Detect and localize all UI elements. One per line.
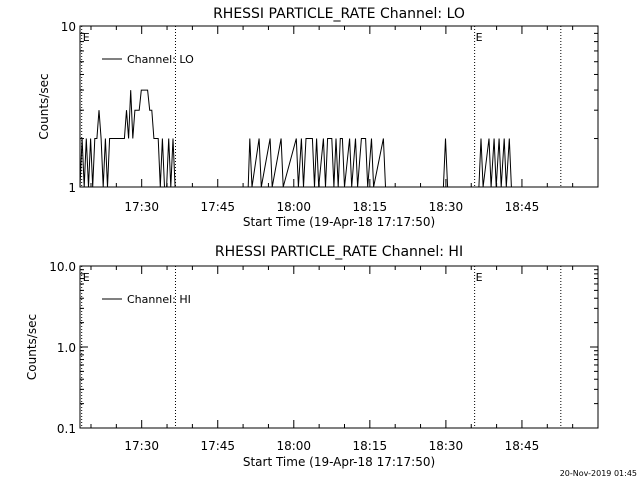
x-axis-label: Start Time (19-Apr-18 17:17:50) xyxy=(243,455,435,469)
legend-label: Channel: LO xyxy=(127,53,194,66)
x-tick-label: 18:15 xyxy=(353,200,388,214)
timestamp: 20-Nov-2019 01:45 xyxy=(560,469,637,478)
event-marker-label: E xyxy=(476,271,483,284)
plot-frame xyxy=(79,265,599,429)
y-tick-label: 0.1 xyxy=(57,422,76,436)
x-tick-label: 17:45 xyxy=(200,200,235,214)
x-tick-label: 18:00 xyxy=(276,200,311,214)
y-tick-label: 1 xyxy=(68,181,76,195)
y-axis-label: Counts/sec xyxy=(37,73,51,139)
x-axis-label: Start Time (19-Apr-18 17:17:50) xyxy=(243,215,435,229)
x-tick-label: 18:00 xyxy=(276,439,311,453)
event-marker-label: E xyxy=(83,31,90,44)
plot-frame xyxy=(79,25,599,188)
x-tick-label: 18:30 xyxy=(429,439,464,453)
chart-title: RHESSI PARTICLE_RATE Channel: HI xyxy=(215,244,463,260)
x-tick-label: 17:30 xyxy=(124,439,159,453)
event-marker-label: E xyxy=(83,271,90,284)
y-tick-label: 10 xyxy=(61,20,76,34)
x-tick-label: 18:45 xyxy=(505,439,540,453)
chart-lo: RHESSI PARTICLE_RATE Channel: LO 1 10 17:30… xyxy=(37,6,599,229)
event-marker-label: E xyxy=(476,31,483,44)
chart-hi: RHESSI PARTICLE_RATE Channel: HI 0.1 1.0 10… xyxy=(25,244,599,469)
x-tick-label: 18:15 xyxy=(353,439,388,453)
x-tick-label: 17:30 xyxy=(124,200,159,214)
x-tick-label: 17:45 xyxy=(200,439,235,453)
y-tick-label: 1.0 xyxy=(57,341,76,355)
y-axis-label: Counts/sec xyxy=(25,314,39,380)
series-line xyxy=(79,89,512,188)
y-tick-label: 10.0 xyxy=(49,260,76,274)
legend-label: Channel: HI xyxy=(127,293,191,306)
x-tick-label: 18:45 xyxy=(505,200,540,214)
x-tick-label: 18:30 xyxy=(429,200,464,214)
chart-title: RHESSI PARTICLE_RATE Channel: LO xyxy=(213,6,465,22)
